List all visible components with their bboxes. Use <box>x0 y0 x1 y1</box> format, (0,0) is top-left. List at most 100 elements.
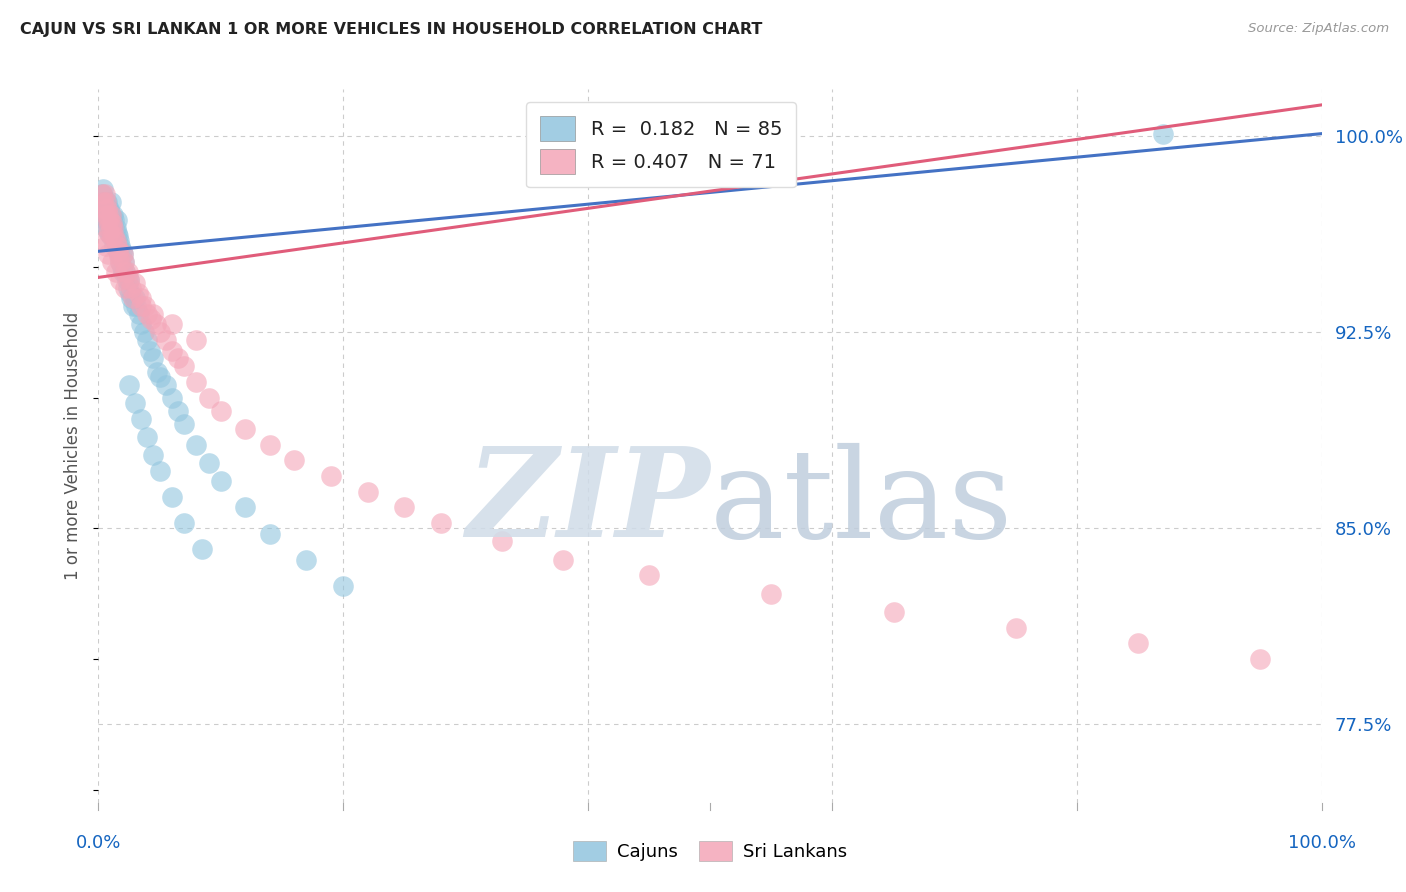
Point <box>761 587 783 601</box>
Point <box>167 403 190 417</box>
Point <box>120 286 142 301</box>
Point <box>110 254 132 268</box>
Point <box>103 226 125 240</box>
Point <box>101 254 124 268</box>
Text: 100.0%: 100.0% <box>1288 834 1355 852</box>
Point <box>139 343 162 358</box>
Legend: Cajuns, Sri Lankans: Cajuns, Sri Lankans <box>567 833 853 869</box>
Point <box>128 307 150 321</box>
Point <box>173 516 195 530</box>
Point <box>104 234 127 248</box>
Point <box>97 247 120 261</box>
Text: Source: ZipAtlas.com: Source: ZipAtlas.com <box>1249 22 1389 36</box>
Point <box>209 403 232 417</box>
Point <box>197 456 219 470</box>
Point <box>94 194 117 209</box>
Point <box>129 411 152 425</box>
Text: ZIP: ZIP <box>467 442 710 564</box>
Point <box>132 326 155 340</box>
Point <box>118 377 141 392</box>
Point <box>97 220 120 235</box>
Point <box>149 326 172 340</box>
Point <box>108 247 131 261</box>
Point <box>259 526 281 541</box>
Point <box>117 265 139 279</box>
Point <box>101 213 124 227</box>
Point <box>112 254 135 268</box>
Point <box>209 475 232 489</box>
Point <box>124 396 146 410</box>
Point <box>97 213 120 227</box>
Point <box>94 194 117 209</box>
Point <box>97 202 120 217</box>
Point <box>319 469 342 483</box>
Point <box>103 239 125 253</box>
Point <box>1152 127 1174 141</box>
Point <box>129 299 152 313</box>
Point <box>104 220 127 235</box>
Point <box>139 312 162 326</box>
Point <box>129 291 152 305</box>
Point <box>114 265 136 279</box>
Point <box>93 186 115 201</box>
Point <box>186 375 208 389</box>
Point <box>107 228 129 243</box>
Point <box>105 213 128 227</box>
Point <box>233 422 256 436</box>
Point <box>108 234 131 248</box>
Point <box>160 490 183 504</box>
Point <box>101 220 124 235</box>
Point <box>91 194 114 209</box>
Point <box>356 484 378 499</box>
Point <box>1004 621 1026 635</box>
Text: 0.0%: 0.0% <box>76 834 121 852</box>
Point <box>101 226 124 240</box>
Point <box>101 215 124 229</box>
Point <box>101 208 124 222</box>
Point <box>96 208 118 222</box>
Point <box>883 605 905 619</box>
Point <box>136 430 159 444</box>
Point <box>98 226 121 240</box>
Point <box>100 194 122 209</box>
Point <box>94 208 117 222</box>
Point <box>100 220 122 235</box>
Point <box>91 202 114 217</box>
Point <box>93 213 115 227</box>
Point <box>105 239 128 253</box>
Point <box>111 247 134 261</box>
Point <box>107 244 129 259</box>
Point <box>100 228 122 243</box>
Point <box>118 273 141 287</box>
Text: CAJUN VS SRI LANKAN 1 OR MORE VEHICLES IN HOUSEHOLD CORRELATION CHART: CAJUN VS SRI LANKAN 1 OR MORE VEHICLES I… <box>20 22 762 37</box>
Point <box>155 333 177 347</box>
Point <box>114 281 136 295</box>
Point <box>108 250 131 264</box>
Point <box>103 213 125 227</box>
Point <box>115 273 138 287</box>
Point <box>105 226 128 240</box>
Point <box>392 500 416 515</box>
Point <box>104 265 127 279</box>
Point <box>173 359 195 374</box>
Point <box>167 351 190 366</box>
Point <box>111 247 134 261</box>
Point <box>110 254 132 268</box>
Point <box>149 464 172 478</box>
Point <box>98 226 121 240</box>
Point <box>124 291 146 305</box>
Point <box>125 299 148 313</box>
Point <box>93 202 115 217</box>
Point <box>149 369 172 384</box>
Point <box>111 260 134 274</box>
Point <box>120 291 142 305</box>
Point <box>121 291 143 305</box>
Point <box>114 265 136 279</box>
Point <box>134 299 156 313</box>
Point <box>1249 652 1271 666</box>
Point <box>136 333 159 347</box>
Point <box>112 254 135 268</box>
Point <box>101 220 124 235</box>
Point <box>94 239 117 253</box>
Point <box>145 318 167 332</box>
